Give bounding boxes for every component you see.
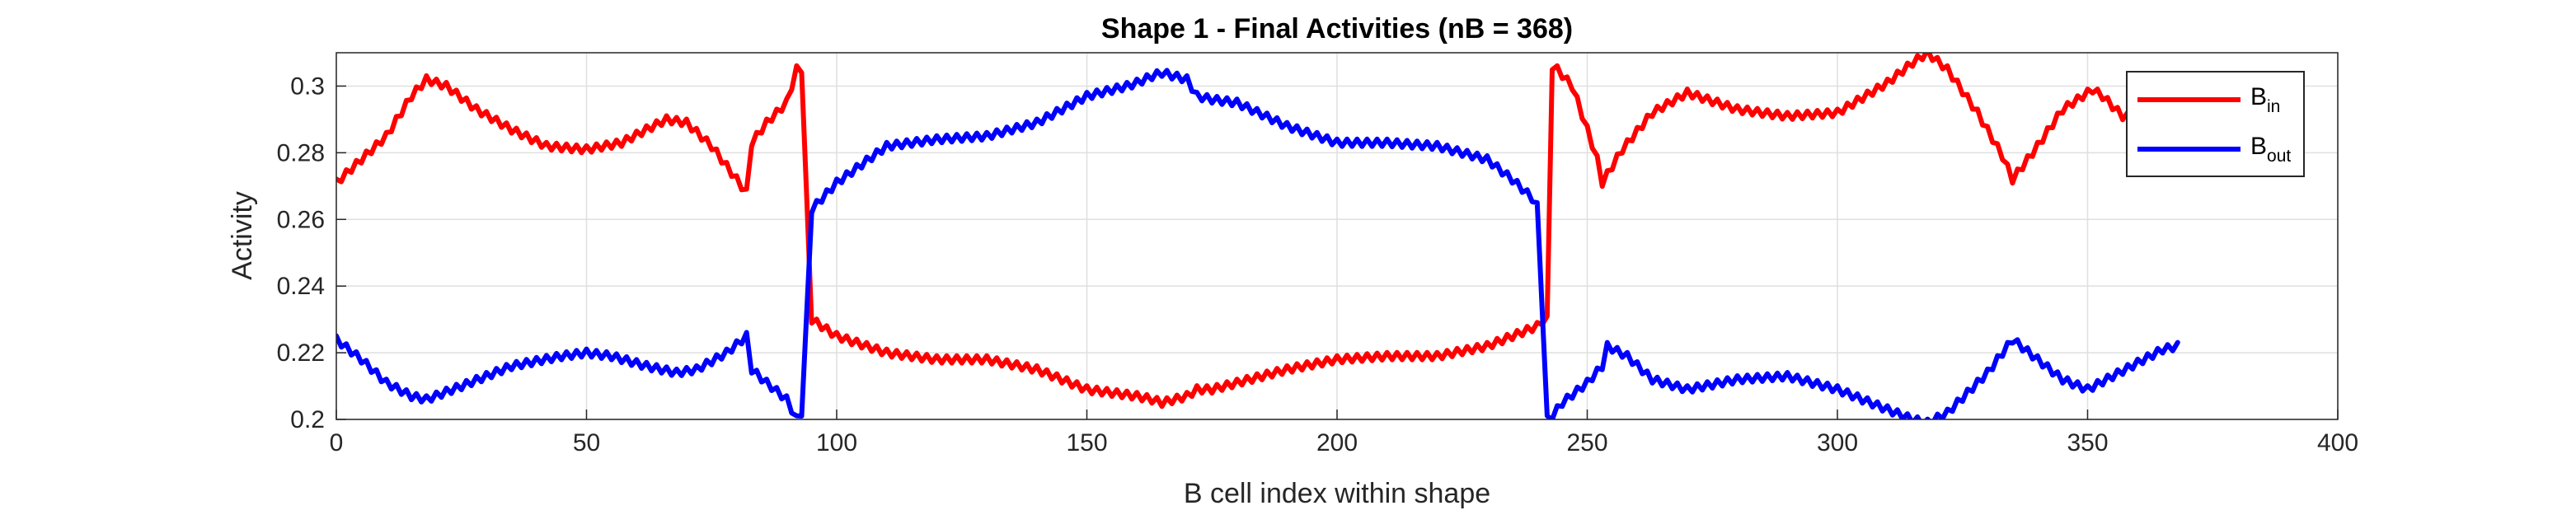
- legend-label-bin: Bin: [2250, 83, 2280, 116]
- x-axis-label: B cell index within shape: [1184, 478, 1490, 509]
- legend-label-bout: Bout: [2250, 133, 2291, 166]
- plot-area: [336, 53, 2180, 419]
- x-tick-label: 50: [573, 429, 600, 456]
- x-tick-label: 100: [816, 429, 857, 456]
- y-tick-label: 0.3: [290, 73, 325, 100]
- legend: Bin Bout: [2126, 71, 2305, 177]
- axis-ticks: [335, 85, 2339, 420]
- y-tick-label: 0.2: [290, 406, 325, 433]
- x-tick-label: 250: [1566, 429, 1607, 456]
- y-tick-label: 0.24: [277, 273, 325, 300]
- legend-label-bout-subscript: out: [2267, 147, 2291, 166]
- y-tick-label: 0.22: [277, 339, 325, 367]
- y-tick-label: 0.26: [277, 206, 325, 233]
- x-tick-label: 0: [330, 429, 344, 456]
- legend-label-bin-subscript: in: [2267, 97, 2280, 116]
- tick-labels: 0 50 100 150 200 250 300 350 400 0.2 0.22 0.24 0.26 0…: [277, 73, 2358, 456]
- y-axis-label: Activity: [227, 191, 258, 280]
- chart-title: Shape 1 - Final Activities (nB = 368): [1101, 13, 1573, 44]
- legend-marker-bin: [2186, 97, 2191, 102]
- x-tick-label: 350: [2067, 429, 2108, 456]
- x-tick-label: 200: [1316, 429, 1358, 456]
- legend-marker-bout: [2186, 147, 2191, 152]
- legend-label-bout-base: B: [2250, 133, 2267, 160]
- legend-label-bin-base: B: [2250, 83, 2267, 110]
- x-tick-label: 300: [1817, 429, 1858, 456]
- x-tick-label: 400: [2317, 429, 2358, 456]
- x-tick-label: 150: [1066, 429, 1107, 456]
- legend-box: [2126, 71, 2305, 177]
- series-layer: [336, 53, 2180, 419]
- series-line-out: [336, 68, 2180, 419]
- series-line-in: [336, 53, 2131, 410]
- y-tick-label: 0.28: [277, 139, 325, 166]
